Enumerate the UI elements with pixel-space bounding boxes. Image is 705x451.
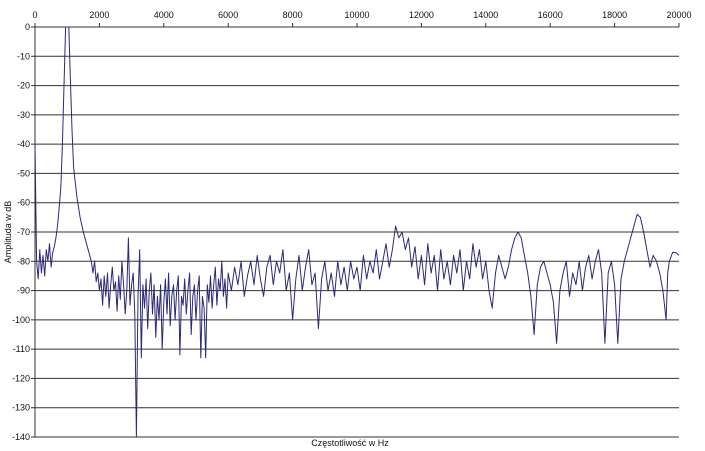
x-tick-label: 8000 [283,10,303,20]
y-tick-label: -80 [17,256,30,266]
y-tick-label: -130 [12,403,30,413]
x-tick-label: 0 [32,10,37,20]
y-tick-label: -120 [12,373,30,383]
series-group [34,26,680,438]
x-tick-label: 6000 [218,10,238,20]
x-tick-labels: 0 2000 4000 6000 8000 10000 12000 14000 16000 180… [32,10,691,20]
x-tick-label: 18000 [602,10,627,20]
y-tick-label: -60 [17,198,30,208]
x-tick-label: 20000 [666,10,691,20]
y-tick-label: -100 [12,315,30,325]
x-tick-label: 2000 [89,10,109,20]
y-tick-label: -140 [12,432,30,442]
axes [31,23,680,438]
y-axis-label: Amplituda w dB [3,201,13,264]
y-tick-label: -90 [17,286,30,296]
y-tick-label: -20 [17,81,30,91]
y-tick-label: -110 [13,344,30,354]
y-tick-label: -30 [17,110,30,120]
y-tick-label: 0 [25,22,30,32]
x-axis-label: Częstotliwość w Hz [311,438,389,448]
x-tick-label: 12000 [409,10,434,20]
gridlines [35,55,679,438]
x-tick-label: 4000 [154,10,174,20]
x-tick-label: 16000 [538,10,563,20]
y-tick-label: -10 [17,51,30,61]
x-tick-label: 14000 [473,10,498,20]
series-line-spectrum [34,26,680,438]
x-tick-label: 10000 [344,10,369,20]
y-tick-label: -40 [17,139,30,149]
y-tick-label: -70 [17,227,30,237]
y-tick-labels: 0 -10 -20 -30 -40 -50 -60 -70 -80 -90 -100 -110 -120… [12,22,30,442]
y-tick-label: -50 [17,168,30,178]
